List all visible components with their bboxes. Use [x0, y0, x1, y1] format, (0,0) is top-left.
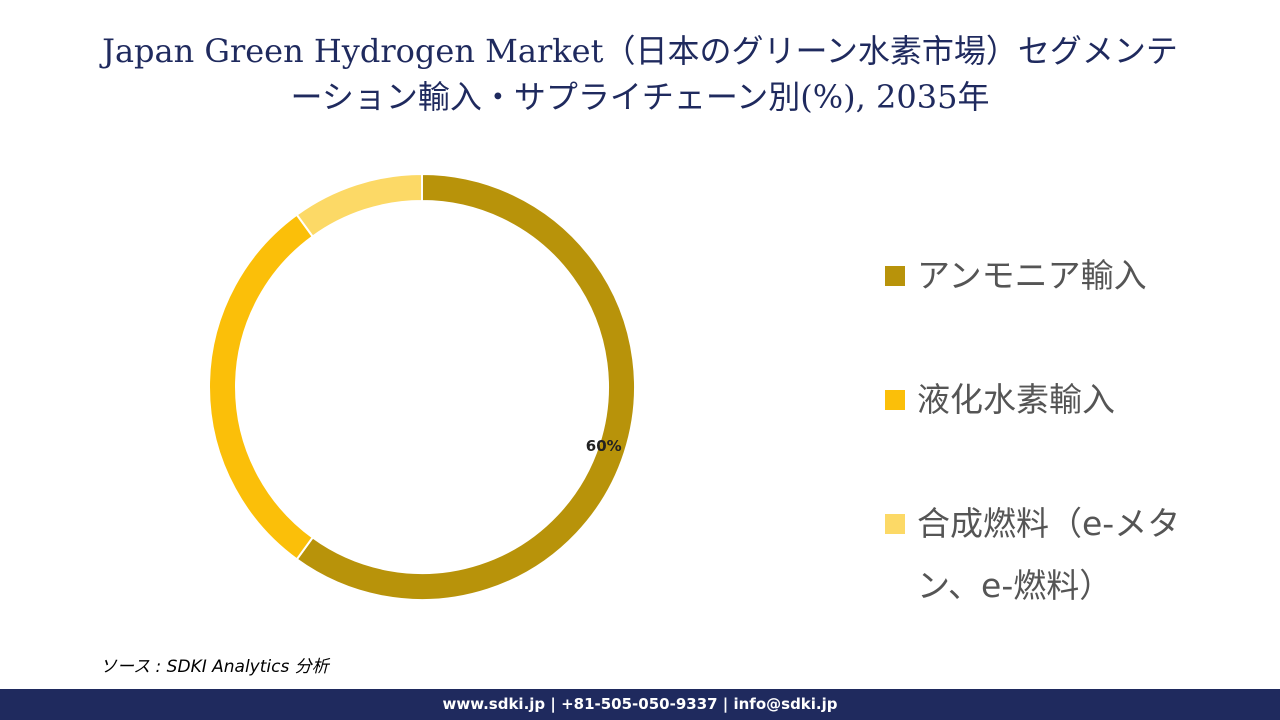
- legend-label: 合成燃料（e-メタン、e-燃料）: [917, 504, 1181, 605]
- data-label: 60%: [586, 437, 622, 455]
- donut-segment: [295, 172, 636, 601]
- legend-label: 液化水素輸入: [917, 380, 1115, 419]
- legend-label: アンモニア輸入: [917, 256, 1147, 295]
- legend-swatch: [885, 266, 905, 286]
- donut-segment: [208, 213, 315, 561]
- legend-item: 合成燃料（e-メタン、e-燃料）: [885, 493, 1185, 617]
- legend: アンモニア輸入 液化水素輸入合成燃料（e-メタン、e-燃料）: [885, 245, 1185, 679]
- legend-item: 液化水素輸入: [885, 369, 1185, 431]
- donut-segment: [295, 172, 423, 238]
- chart-title: Japan Green Hydrogen Market（日本のグリーン水素市場）…: [102, 32, 1178, 116]
- legend-swatch: [885, 514, 905, 534]
- legend-item: アンモニア輸入: [885, 245, 1185, 307]
- legend-swatch: [885, 390, 905, 410]
- footer: www.sdki.jp | +81-505-050-9337 | info@sd…: [0, 689, 1280, 720]
- source: ソース : SDKI Analytics 分析: [100, 657, 329, 677]
- chart: 60%: [208, 172, 636, 601]
